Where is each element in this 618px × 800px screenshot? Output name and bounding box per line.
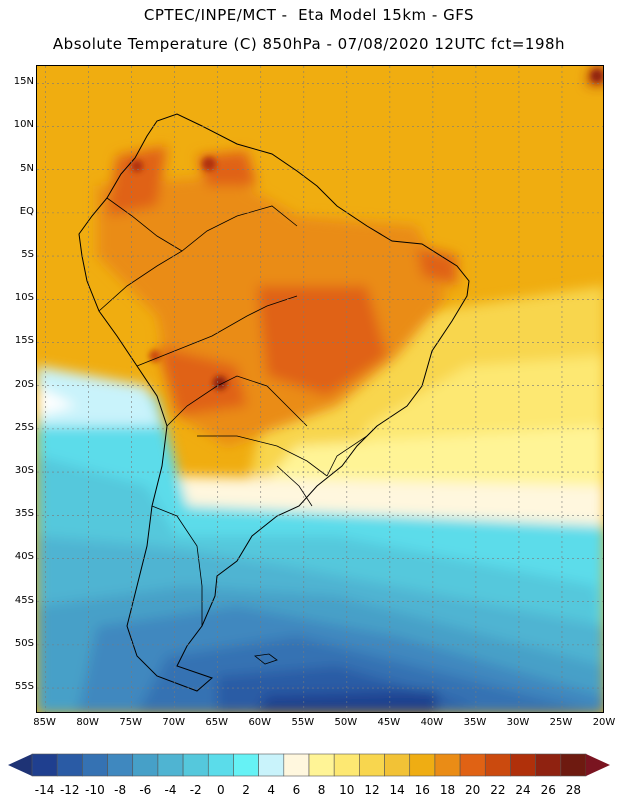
colorbar-tick-label: 0 <box>217 783 225 797</box>
colorbar-swatch <box>535 753 562 777</box>
latitude-tick-label: 10N <box>13 119 34 131</box>
colorbar-swatch <box>31 753 58 777</box>
colorbar-swatch <box>82 753 108 777</box>
latitude-tick-label: 55S <box>14 681 34 693</box>
colorbar-tick-label: 28 <box>565 783 582 797</box>
temperature-field-map <box>37 66 603 712</box>
colorbar-swatch <box>484 753 511 777</box>
longitude-tick-label: 65W <box>205 717 229 728</box>
colorbar-tick-label: 14 <box>389 783 405 797</box>
colorbar-swatch <box>308 753 335 777</box>
temperature-shading <box>37 286 603 712</box>
colorbar-tick-label: 22 <box>490 783 506 797</box>
chart-title-line2: Absolute Temperature (C) 850hPa - 07/08/… <box>52 35 566 53</box>
map-panel <box>36 65 604 713</box>
longitude-tick-label: 45W <box>377 717 401 728</box>
colorbar-tick-label: -4 <box>164 783 177 797</box>
colorbar-tick-label: -12 <box>59 783 80 797</box>
longitude-tick-label: 50W <box>334 717 358 728</box>
colorbar-tick-label: 20 <box>465 783 481 797</box>
longitude-tick-label: 80W <box>76 717 99 728</box>
latitude-tick-label: 5S <box>21 249 34 261</box>
latitude-tick-label: 30S <box>14 465 34 477</box>
colorbar-swatch <box>233 753 259 777</box>
longitude-tick-label: 60W <box>248 717 272 728</box>
latitude-tick-label: 35S <box>14 508 34 520</box>
longitude-tick-label: 75W <box>119 717 142 728</box>
colorbar-swatch <box>56 753 83 777</box>
colorbar-tick-label: -2 <box>189 783 202 797</box>
colorbar-swatch <box>384 753 411 777</box>
colorbar-swatch <box>359 753 385 777</box>
latitude-tick-label: 40S <box>14 551 34 563</box>
colorbar-swatch <box>283 753 310 777</box>
colorbar-swatch <box>434 753 461 777</box>
colorbar-tick-label: 8 <box>317 783 326 797</box>
colorbar-swatch <box>182 753 209 777</box>
colorbar-swatch <box>107 753 134 777</box>
colorbar-tick-label: 4 <box>267 783 276 797</box>
country-borders <box>98 197 378 626</box>
latitude-tick-label: 5N <box>20 162 34 174</box>
colorbar-swatch <box>459 753 486 777</box>
longitude-tick-label: 35W <box>463 717 487 728</box>
colorbar-tick-label: 18 <box>439 783 456 797</box>
colorbar-tick-label: -6 <box>139 783 152 797</box>
colorbar-swatch <box>207 753 234 777</box>
latitude-tick-label: 15N <box>13 76 34 88</box>
colorbar-swatch <box>132 753 159 777</box>
latitude-tick-label: 20S <box>14 378 34 390</box>
chart-title-line1: CPTEC/INPE/MCT - Eta Model 15km - GFS <box>143 6 475 24</box>
longitude-tick-label: 25W <box>549 717 573 728</box>
colorbar-tick-label: 10 <box>339 783 355 797</box>
latitude-tick-label: 25S <box>14 421 34 433</box>
colorbar-tick-label: 2 <box>242 783 250 797</box>
colorbar-swatch <box>560 753 587 777</box>
colorbar-tick-label: 12 <box>364 783 380 797</box>
colorbar-tick-label: -8 <box>114 783 127 797</box>
longitude-tick-label: 55W <box>291 717 315 728</box>
longitude-tick-label: 70W <box>162 717 185 728</box>
latitude-tick-label: 10S <box>14 292 34 304</box>
colorbar-under-triangle <box>8 754 32 776</box>
longitude-tick-label: 85W <box>33 717 56 728</box>
colorbar-tick-label: 24 <box>515 783 531 797</box>
colorbar-tick-label: -10 <box>85 783 105 797</box>
latitude-tick-label: 50S <box>14 637 34 649</box>
colorbar-swatch <box>409 753 436 777</box>
colorbar <box>8 753 610 777</box>
colorbar-tick-label: -14 <box>34 783 55 797</box>
longitude-tick-label: 20W <box>592 717 616 728</box>
colorbar-swatch <box>333 753 360 777</box>
colorbar-tick-label: 26 <box>540 783 556 797</box>
latitude-tick-label: 45S <box>14 594 34 606</box>
colorbar-tick-label: 6 <box>292 783 301 797</box>
coastline <box>78 113 470 692</box>
colorbar-swatch <box>157 753 184 777</box>
latitude-tick-label: 15S <box>14 335 34 347</box>
hot-spots <box>131 70 603 390</box>
colorbar-swatch <box>510 753 536 777</box>
colorbar-tick-label: 16 <box>414 783 430 797</box>
longitude-tick-label: 30W <box>506 717 530 728</box>
colorbar-over-triangle <box>586 754 610 776</box>
colorbar-swatch <box>258 753 285 777</box>
falkland-islands <box>254 653 278 665</box>
graticule <box>37 66 603 712</box>
latitude-tick-label: EQ <box>19 205 34 217</box>
longitude-tick-label: 40W <box>420 717 444 728</box>
